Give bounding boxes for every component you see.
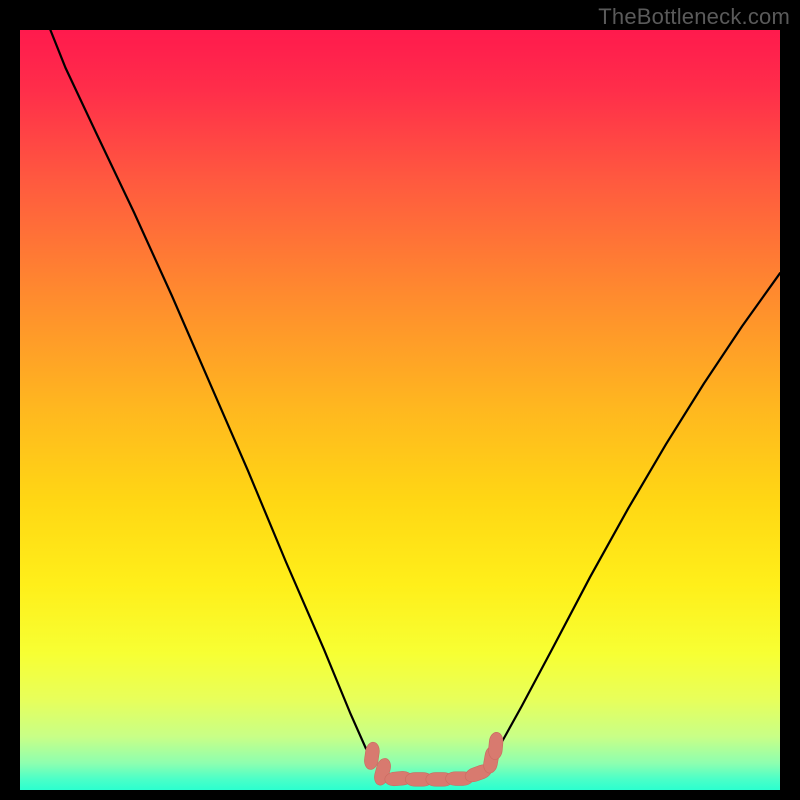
chart-svg xyxy=(20,30,780,790)
watermark-text: TheBottleneck.com xyxy=(598,4,790,30)
gradient-background xyxy=(20,30,780,790)
chart-frame xyxy=(20,30,780,790)
plot-area xyxy=(20,30,780,790)
